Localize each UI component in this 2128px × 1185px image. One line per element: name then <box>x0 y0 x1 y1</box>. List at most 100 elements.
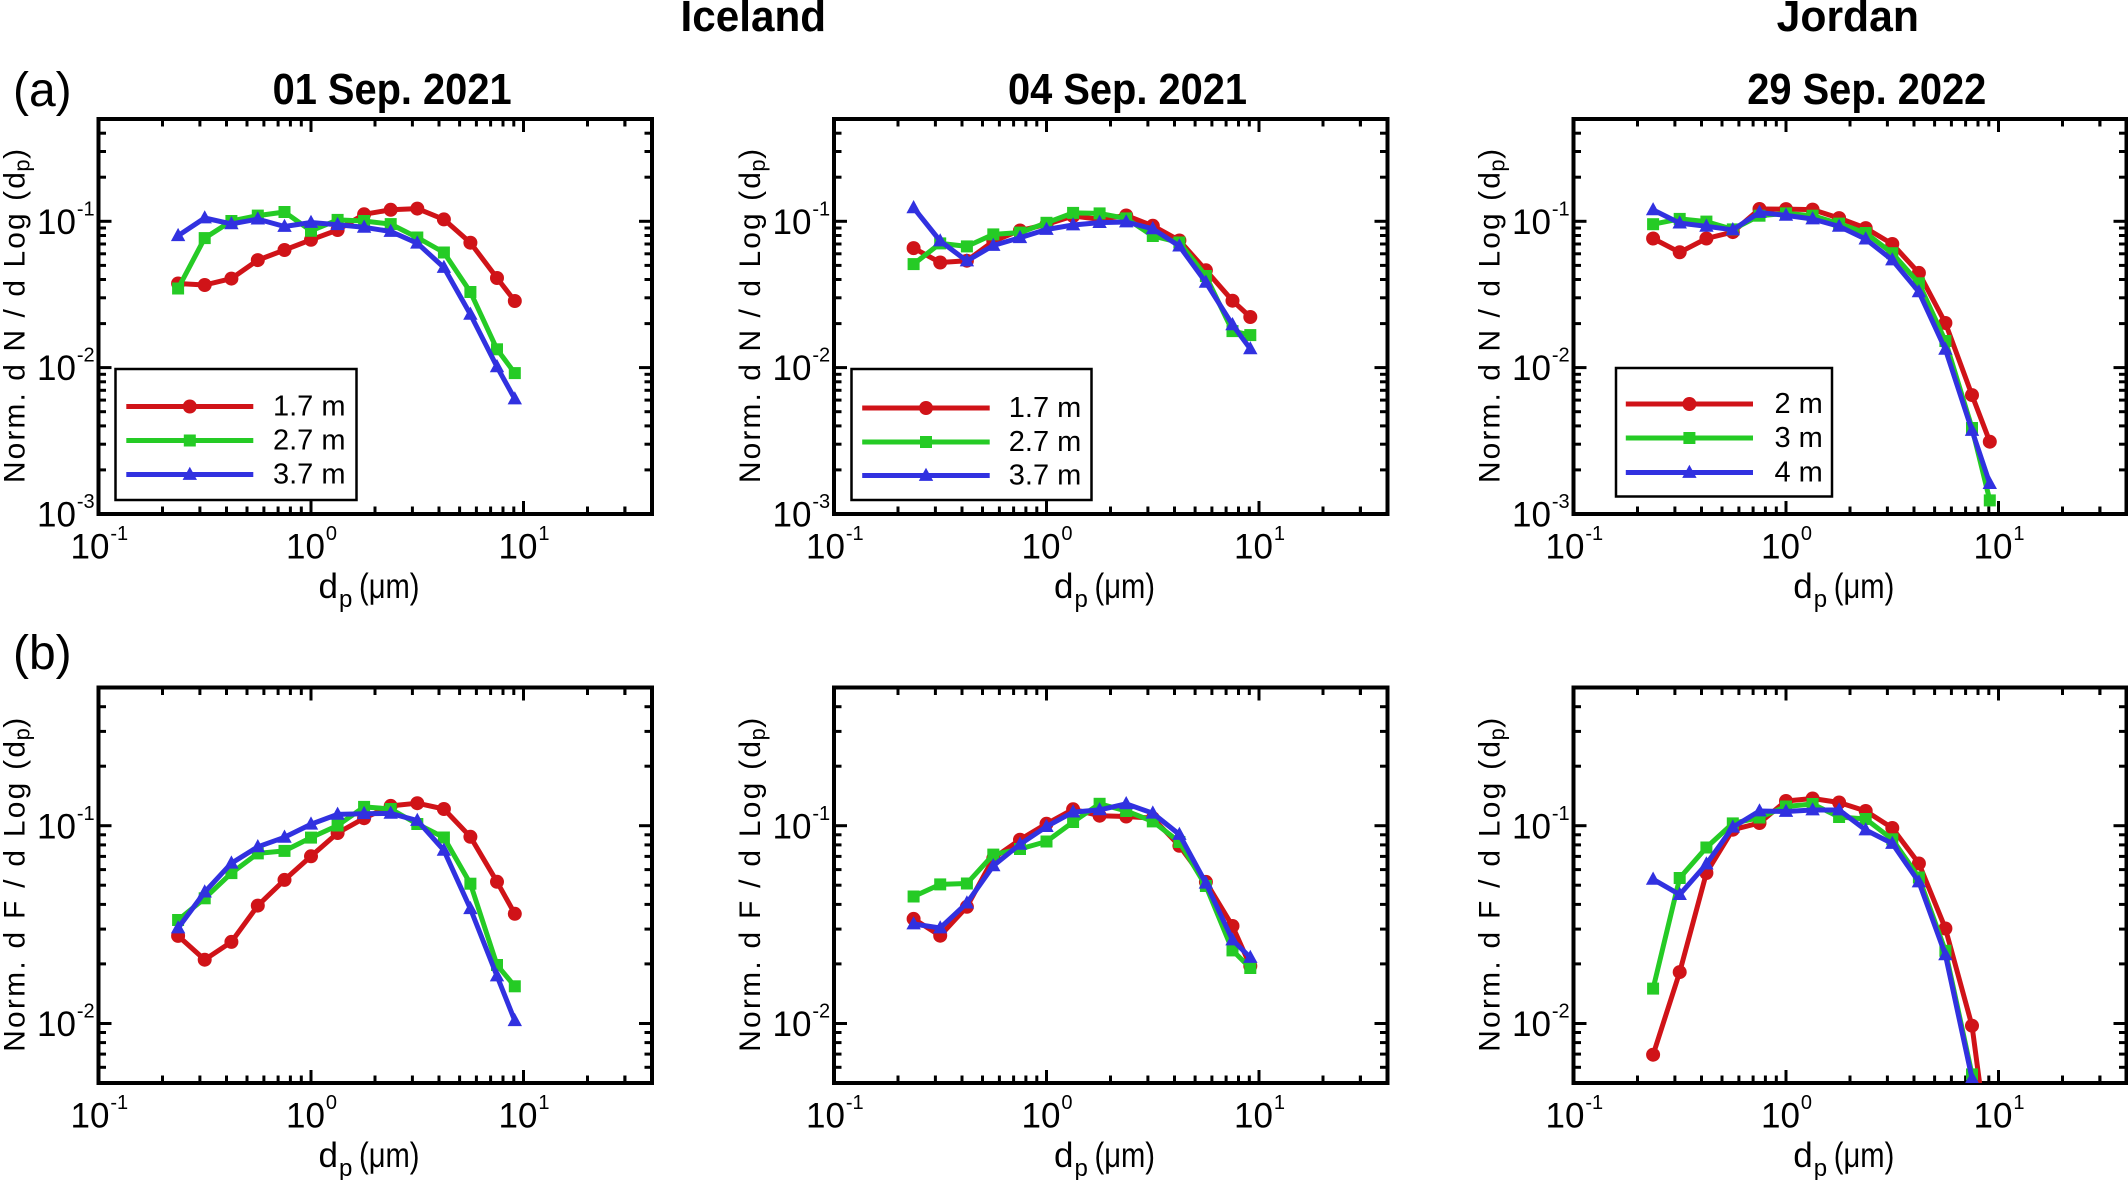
svg-text:Norm. d N / d Log (d: Norm. d N / d Log (d <box>0 172 32 483</box>
svg-text:10: 10 <box>37 349 76 388</box>
svg-text:10: 10 <box>773 203 812 242</box>
svg-text:): ) <box>734 718 767 728</box>
svg-text:1.7 m: 1.7 m <box>273 391 346 423</box>
svg-text:10: 10 <box>1761 1097 1800 1136</box>
svg-text:p: p <box>10 159 35 171</box>
svg-text:10: 10 <box>499 528 538 567</box>
svg-text:d: d <box>1793 567 1812 606</box>
svg-text:10: 10 <box>1512 203 1551 242</box>
svg-text:10: 10 <box>773 1005 812 1044</box>
svg-text:p: p <box>339 1155 352 1180</box>
svg-text:p: p <box>1075 586 1088 613</box>
svg-text:10: 10 <box>773 349 812 388</box>
svg-text:10: 10 <box>37 1005 76 1044</box>
svg-text:2.7 m: 2.7 m <box>273 425 346 457</box>
svg-text:-2: -2 <box>1552 1001 1570 1023</box>
svg-text:-1: -1 <box>1585 1092 1603 1114</box>
svg-text:p: p <box>1075 1155 1088 1180</box>
svg-text:1: 1 <box>538 1092 549 1114</box>
svg-text:p: p <box>10 728 35 740</box>
svg-text:(μm): (μm) <box>359 567 420 606</box>
svg-text:): ) <box>734 149 767 159</box>
svg-text:-2: -2 <box>77 1001 95 1023</box>
svg-text:0: 0 <box>1061 523 1072 545</box>
svg-text:4 m: 4 m <box>1775 457 1823 489</box>
svg-text:29 Sep. 2022: 29 Sep. 2022 <box>1747 65 1986 114</box>
svg-text:10: 10 <box>1761 528 1800 567</box>
svg-text:p: p <box>1814 1155 1827 1180</box>
svg-text:10: 10 <box>773 496 812 535</box>
svg-text:1: 1 <box>2013 523 2024 545</box>
svg-text:-1: -1 <box>812 198 830 220</box>
svg-text:p: p <box>1485 159 1510 171</box>
svg-text:Norm. d F / d Log (d: Norm. d F / d Log (d <box>1474 741 1507 1052</box>
svg-text:1: 1 <box>1274 523 1285 545</box>
svg-text:10: 10 <box>71 528 110 567</box>
svg-text:-1: -1 <box>110 523 128 545</box>
svg-text:10: 10 <box>1022 1097 1061 1136</box>
svg-text:0: 0 <box>1801 1092 1812 1114</box>
svg-text:1.7 m: 1.7 m <box>1009 392 1082 424</box>
svg-text:p: p <box>745 159 770 171</box>
svg-text:10: 10 <box>1234 528 1273 567</box>
svg-text:): ) <box>0 718 32 728</box>
svg-text:2 m: 2 m <box>1775 388 1823 420</box>
svg-text:3.7 m: 3.7 m <box>273 459 346 491</box>
svg-text:(μm): (μm) <box>359 1136 420 1175</box>
svg-text:d: d <box>1054 1136 1073 1175</box>
svg-text:10: 10 <box>806 1097 845 1136</box>
svg-text:-1: -1 <box>846 1092 864 1114</box>
svg-text:10: 10 <box>1234 1097 1273 1136</box>
svg-text:2.7 m: 2.7 m <box>1009 426 1082 458</box>
svg-text:Norm. d F / d Log (d: Norm. d F / d Log (d <box>734 741 767 1052</box>
svg-text:-3: -3 <box>77 491 95 513</box>
svg-text:-1: -1 <box>1585 523 1603 545</box>
svg-text:): ) <box>1474 149 1507 159</box>
svg-text:p: p <box>1814 586 1827 613</box>
svg-text:10: 10 <box>37 203 76 242</box>
svg-text:-3: -3 <box>812 491 830 513</box>
svg-text:10: 10 <box>1512 1005 1551 1044</box>
svg-text:(μm): (μm) <box>1095 567 1156 606</box>
svg-text:(a): (a) <box>13 64 72 117</box>
svg-text:10: 10 <box>1512 496 1551 535</box>
svg-text:(b): (b) <box>13 627 72 680</box>
svg-text:3 m: 3 m <box>1775 422 1823 454</box>
svg-text:0: 0 <box>1061 1092 1072 1114</box>
svg-text:-2: -2 <box>1552 345 1570 367</box>
svg-text:-1: -1 <box>77 198 95 220</box>
svg-text:1: 1 <box>538 523 549 545</box>
svg-text:0: 0 <box>326 1092 337 1114</box>
svg-text:10: 10 <box>1512 349 1551 388</box>
svg-text:-1: -1 <box>846 523 864 545</box>
svg-text:-2: -2 <box>77 345 95 367</box>
svg-text:Norm. d F / d Log (d: Norm. d F / d Log (d <box>0 741 32 1052</box>
svg-text:-1: -1 <box>110 1092 128 1114</box>
svg-text:0: 0 <box>326 523 337 545</box>
svg-text:10: 10 <box>1546 528 1585 567</box>
svg-text:10: 10 <box>1974 528 2013 567</box>
svg-text:d: d <box>319 1136 338 1175</box>
svg-text:): ) <box>1474 718 1507 728</box>
svg-text:10: 10 <box>1512 807 1551 846</box>
svg-text:-3: -3 <box>1552 491 1570 513</box>
svg-text:10: 10 <box>499 1097 538 1136</box>
svg-text:10: 10 <box>1546 1097 1585 1136</box>
svg-text:Jordan: Jordan <box>1777 0 1919 41</box>
svg-text:-2: -2 <box>812 1001 830 1023</box>
svg-text:1: 1 <box>1274 1092 1285 1114</box>
svg-text:01 Sep. 2021: 01 Sep. 2021 <box>273 65 512 114</box>
svg-text:p: p <box>339 586 352 613</box>
svg-text:10: 10 <box>286 1097 325 1136</box>
svg-text:1: 1 <box>2013 1092 2024 1114</box>
svg-text:(μm): (μm) <box>1834 1136 1895 1175</box>
svg-text:04 Sep. 2021: 04 Sep. 2021 <box>1008 65 1247 114</box>
svg-text:10: 10 <box>71 1097 110 1136</box>
svg-text:d: d <box>1793 1136 1812 1175</box>
svg-text:-2: -2 <box>812 345 830 367</box>
svg-text:(μm): (μm) <box>1095 1136 1156 1175</box>
svg-text:10: 10 <box>806 528 845 567</box>
svg-text:Norm. d N / d Log (d: Norm. d N / d Log (d <box>734 172 767 483</box>
svg-text:-1: -1 <box>1552 198 1570 220</box>
svg-text:10: 10 <box>37 496 76 535</box>
